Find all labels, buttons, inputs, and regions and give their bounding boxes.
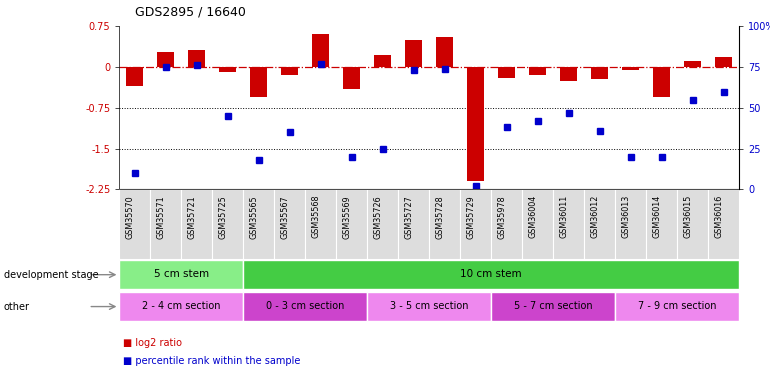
Text: GDS2895 / 16640: GDS2895 / 16640: [135, 6, 246, 19]
Text: GSM36012: GSM36012: [591, 195, 600, 238]
Bar: [313, 34, 330, 67]
FancyBboxPatch shape: [522, 189, 553, 259]
Text: ■ percentile rank within the sample: ■ percentile rank within the sample: [123, 356, 300, 366]
FancyBboxPatch shape: [398, 189, 430, 259]
Text: GSM35568: GSM35568: [312, 195, 321, 238]
FancyBboxPatch shape: [615, 189, 646, 259]
Bar: [437, 37, 454, 67]
Text: development stage: development stage: [4, 270, 99, 280]
FancyBboxPatch shape: [553, 189, 584, 259]
Text: GSM36014: GSM36014: [653, 195, 661, 238]
FancyBboxPatch shape: [646, 189, 677, 259]
Bar: [715, 57, 732, 67]
Text: 10 cm stem: 10 cm stem: [460, 269, 522, 279]
FancyBboxPatch shape: [243, 189, 274, 259]
Text: GSM35571: GSM35571: [157, 195, 166, 238]
Bar: [498, 67, 515, 78]
Text: GSM35567: GSM35567: [281, 195, 290, 238]
Text: 5 - 7 cm section: 5 - 7 cm section: [514, 301, 593, 311]
Bar: [119, 260, 243, 289]
Bar: [119, 292, 243, 321]
Bar: [219, 67, 236, 72]
Text: GSM36013: GSM36013: [621, 195, 631, 238]
Bar: [685, 60, 701, 67]
FancyBboxPatch shape: [430, 189, 460, 259]
Bar: [467, 67, 484, 181]
Bar: [367, 292, 491, 321]
Text: GSM35726: GSM35726: [373, 195, 383, 238]
FancyBboxPatch shape: [305, 189, 336, 259]
FancyBboxPatch shape: [367, 189, 398, 259]
FancyBboxPatch shape: [336, 189, 367, 259]
Text: 0 - 3 cm section: 0 - 3 cm section: [266, 301, 344, 311]
Bar: [243, 260, 739, 289]
Bar: [189, 50, 206, 67]
FancyBboxPatch shape: [584, 189, 615, 259]
FancyBboxPatch shape: [119, 189, 150, 259]
Text: GSM35725: GSM35725: [219, 195, 228, 238]
Text: 2 - 4 cm section: 2 - 4 cm section: [142, 301, 220, 311]
Text: GSM35727: GSM35727: [405, 195, 413, 238]
Text: 3 - 5 cm section: 3 - 5 cm section: [390, 301, 468, 311]
Bar: [491, 292, 615, 321]
Text: 7 - 9 cm section: 7 - 9 cm section: [638, 301, 716, 311]
FancyBboxPatch shape: [677, 189, 708, 259]
Bar: [561, 67, 578, 81]
Text: GSM35565: GSM35565: [249, 195, 259, 238]
FancyBboxPatch shape: [150, 189, 181, 259]
FancyBboxPatch shape: [181, 189, 213, 259]
Bar: [157, 53, 174, 67]
Bar: [243, 292, 367, 321]
Text: other: other: [4, 302, 30, 312]
Text: GSM36004: GSM36004: [529, 195, 537, 238]
Text: GSM36015: GSM36015: [684, 195, 693, 238]
Bar: [126, 67, 143, 86]
Text: GSM36016: GSM36016: [715, 195, 724, 238]
Bar: [250, 67, 267, 97]
FancyBboxPatch shape: [460, 189, 491, 259]
Bar: [615, 292, 739, 321]
Bar: [622, 67, 639, 70]
Text: GSM35721: GSM35721: [188, 195, 197, 238]
Bar: [529, 67, 546, 75]
Bar: [591, 67, 608, 79]
Text: GSM35978: GSM35978: [497, 195, 507, 238]
Text: GSM35569: GSM35569: [343, 195, 352, 238]
Text: GSM35728: GSM35728: [436, 195, 445, 238]
Bar: [343, 67, 360, 89]
FancyBboxPatch shape: [274, 189, 305, 259]
Bar: [405, 40, 422, 67]
FancyBboxPatch shape: [491, 189, 522, 259]
Bar: [653, 67, 670, 97]
Text: GSM36011: GSM36011: [560, 195, 569, 238]
Bar: [374, 55, 391, 67]
Bar: [281, 67, 298, 75]
Text: GSM35729: GSM35729: [467, 195, 476, 238]
Text: GSM35570: GSM35570: [126, 195, 135, 238]
Text: 5 cm stem: 5 cm stem: [154, 269, 209, 279]
FancyBboxPatch shape: [708, 189, 739, 259]
FancyBboxPatch shape: [213, 189, 243, 259]
Text: ■ log2 ratio: ■ log2 ratio: [123, 338, 182, 348]
